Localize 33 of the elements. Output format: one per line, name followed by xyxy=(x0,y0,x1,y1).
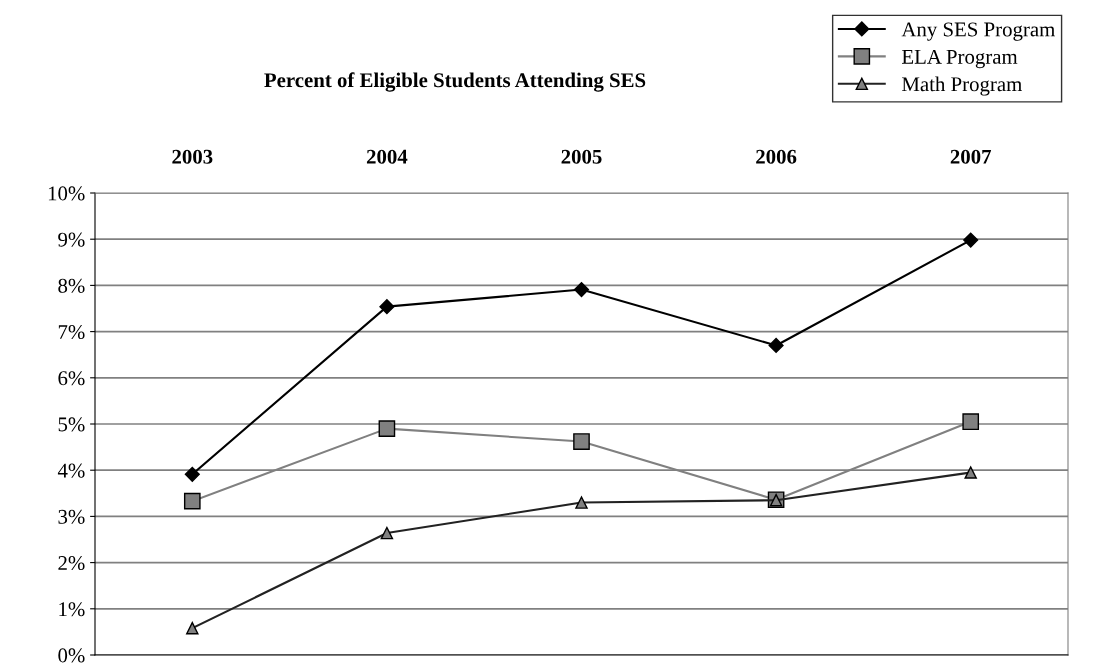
point xyxy=(573,433,590,450)
legend-label: Math Program xyxy=(902,76,1022,96)
point xyxy=(379,299,395,315)
point xyxy=(184,466,200,482)
y-tick-label: 4% xyxy=(57,463,85,478)
point xyxy=(963,232,979,248)
point xyxy=(573,281,590,298)
x-tick-label: 2007 xyxy=(950,149,992,164)
point xyxy=(378,420,396,437)
point xyxy=(768,337,784,354)
point xyxy=(183,492,201,510)
y-tick-label: 1% xyxy=(59,602,85,617)
y-tick-label: 3% xyxy=(58,509,85,524)
y-tick-label: 9% xyxy=(58,232,85,247)
y-tick-label: 5% xyxy=(58,417,85,432)
y-tick-label: 0% xyxy=(58,648,85,663)
x-tick-label: 2005 xyxy=(561,149,602,164)
y-tick-label: 10% xyxy=(48,186,85,201)
legend-label: ELA Program xyxy=(902,49,1018,69)
x-tick-label: 2006 xyxy=(756,149,797,164)
y-tick-label: 2% xyxy=(58,555,85,571)
legend-label: Any SES Program xyxy=(901,22,1056,41)
point xyxy=(962,413,980,431)
y-tick-label: 6% xyxy=(58,371,85,386)
y-tick-label: 8% xyxy=(58,278,85,293)
point xyxy=(380,526,394,540)
point xyxy=(964,466,977,479)
x-tick-label: 2003 xyxy=(172,149,213,164)
chart-title: Percent of Eligible Students Attending SES xyxy=(264,72,646,92)
y-tick-label: 7% xyxy=(58,324,85,340)
x-tick-label: 2004 xyxy=(366,149,408,164)
point xyxy=(186,621,199,635)
point xyxy=(575,496,588,509)
